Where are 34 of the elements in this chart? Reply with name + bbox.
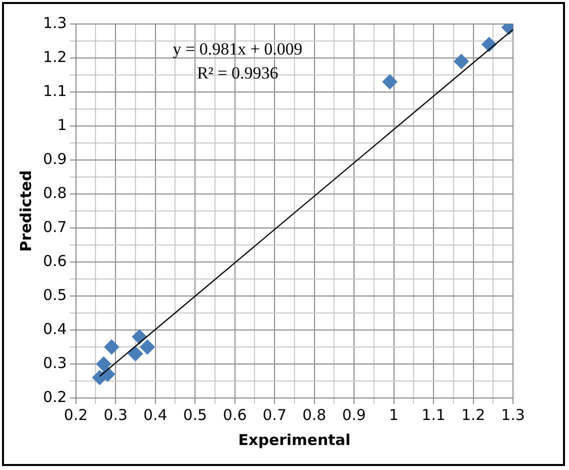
point bbox=[382, 74, 398, 90]
x-tick-label: 0.9 bbox=[342, 406, 366, 424]
point bbox=[140, 340, 155, 354]
x-tick-label: 0.7 bbox=[262, 406, 286, 424]
y-tick-label: 1.3 bbox=[42, 14, 67, 32]
y-tick-label: 0.8 bbox=[42, 184, 67, 202]
point bbox=[104, 340, 120, 354]
y-tick-label: 0.3 bbox=[42, 354, 67, 372]
y-tick-label: 1 bbox=[57, 116, 67, 134]
y-tick-label: 0.6 bbox=[42, 252, 67, 270]
y-tick-label: 1.1 bbox=[42, 82, 67, 100]
x-tick-label: 1 bbox=[389, 406, 399, 424]
x-tick-label: 0.4 bbox=[143, 406, 168, 424]
y-axis-title: Predicted bbox=[16, 170, 35, 252]
y-tick-label: 0.9 bbox=[42, 150, 67, 168]
y-tick-label: 0.4 bbox=[42, 320, 67, 338]
x-tick-label: 0.2 bbox=[64, 406, 88, 424]
y-tick-label: 0.7 bbox=[42, 218, 67, 236]
point bbox=[96, 356, 112, 372]
point bbox=[128, 346, 143, 362]
x-tick-label: 0.5 bbox=[183, 406, 208, 424]
annotation: R² = 0.9936 bbox=[196, 63, 278, 82]
point bbox=[454, 54, 469, 69]
annotation: y = 0.981x + 0.009 bbox=[172, 39, 302, 58]
x-tick-label: 1.1 bbox=[422, 406, 446, 424]
y-tick-label: 0.2 bbox=[42, 388, 67, 406]
y-tick-label: 0.5 bbox=[42, 286, 67, 304]
x-tick-label: 0.6 bbox=[222, 406, 247, 424]
x-axis-title: Experimental bbox=[238, 430, 351, 449]
x-tick-label: 1.3 bbox=[501, 406, 525, 424]
x-tick-label: 0.8 bbox=[302, 406, 326, 424]
x-tick-label: 0.3 bbox=[104, 406, 128, 424]
x-tick-label: 1.2 bbox=[461, 406, 486, 424]
y-tick-label: 1.2 bbox=[42, 48, 67, 66]
